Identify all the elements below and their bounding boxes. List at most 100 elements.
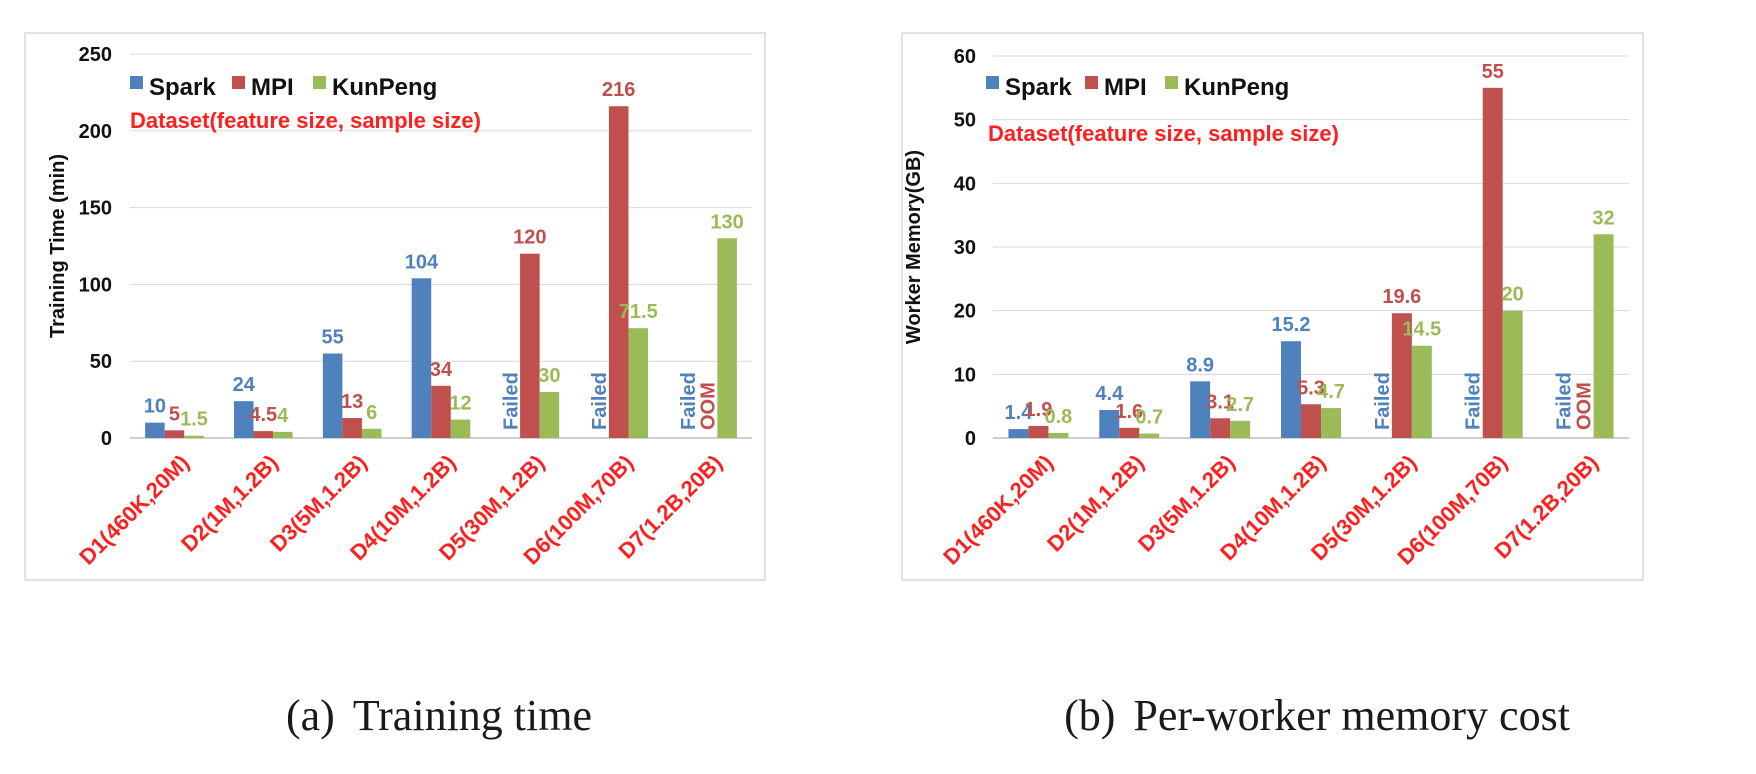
data-label: 10	[144, 396, 166, 418]
data-label: 1.6	[1115, 401, 1143, 423]
y-tick-label: 250	[79, 44, 112, 66]
bar-kunpeng	[717, 238, 737, 438]
data-label: 4.4	[1095, 383, 1124, 405]
failure-annotation: Failed	[1372, 372, 1394, 430]
y-tick-label: 40	[954, 173, 976, 195]
legend-swatch	[313, 76, 326, 89]
legend-label: KunPeng	[1184, 74, 1289, 101]
legend-label: Spark	[149, 74, 216, 101]
legend-swatch	[130, 76, 143, 89]
chart-frame	[24, 32, 766, 581]
failure-annotation: OOM	[1574, 382, 1596, 430]
y-tick-label: 10	[954, 364, 976, 386]
data-label: 4.5	[249, 404, 277, 426]
training-time-panel: 0 50 100 150 200 250 Training Time (min) 10 5 1.5…	[24, 32, 766, 740]
data-label: 34	[430, 359, 453, 381]
dataset-note: Dataset(feature size, sample size)	[130, 108, 481, 133]
bar-mpi	[1210, 418, 1231, 438]
y-tick-label: 50	[90, 351, 112, 373]
data-label: 3.1	[1206, 391, 1234, 413]
data-label: 14.5	[1402, 319, 1441, 341]
bar-mpi	[1391, 313, 1412, 438]
failure-annotation: Failed	[589, 372, 611, 430]
data-label: 30	[538, 365, 560, 387]
bar-spark	[1281, 341, 1302, 438]
data-label: 4.7	[1317, 381, 1345, 403]
bar-spark	[1008, 429, 1029, 438]
y-tick-label: 0	[965, 428, 976, 450]
data-label: 1.4	[1005, 402, 1034, 424]
data-label: 13	[341, 391, 363, 413]
legend-swatch	[1165, 76, 1178, 89]
data-label: 0.7	[1135, 407, 1163, 429]
bar-kunpeng	[539, 391, 560, 438]
data-label: 32	[1592, 207, 1614, 229]
bar-mpi	[608, 106, 629, 438]
y-tick-label: 0	[101, 428, 112, 450]
bar-kunpeng	[1411, 345, 1432, 438]
bar-mpi	[342, 418, 362, 438]
data-label: 15.2	[1272, 314, 1311, 336]
failure-annotation: OOM	[698, 382, 720, 430]
dataset-note: Dataset(feature size, sample size)	[988, 121, 1339, 146]
y-axis-label: Training Time (min)	[47, 154, 69, 338]
legend-label: MPI	[251, 74, 294, 101]
data-label: 12	[449, 393, 471, 415]
bar-mpi	[164, 430, 185, 438]
failure-annotation: Failed	[1463, 372, 1485, 430]
legend-label: Spark	[1005, 74, 1072, 101]
data-label: 104	[405, 251, 439, 273]
data-label: 130	[710, 211, 743, 233]
bar-mpi	[1119, 427, 1140, 438]
bar-kunpeng	[1320, 408, 1341, 438]
data-label: 1.9	[1025, 399, 1053, 421]
data-label: 5	[169, 403, 180, 425]
y-tick-label: 30	[954, 237, 976, 259]
bar-kunpeng	[1593, 234, 1614, 438]
legend-swatch	[986, 76, 999, 89]
bar-kunpeng	[1139, 433, 1160, 438]
y-tick-label: 60	[954, 46, 976, 68]
y-tick-label: 200	[79, 121, 112, 143]
bar-kunpeng	[628, 328, 649, 438]
failure-annotation: Failed	[500, 372, 522, 430]
data-label: 5.3	[1297, 377, 1325, 399]
bar-mpi	[1301, 404, 1321, 438]
failure-annotation: Failed	[1554, 372, 1576, 430]
caption-label: (b)	[1064, 691, 1116, 740]
y-tick-label: 20	[954, 301, 976, 323]
bar-mpi	[431, 385, 451, 438]
bar-kunpeng	[273, 431, 293, 438]
data-label: 24	[233, 374, 256, 396]
legend-swatch	[232, 76, 245, 89]
bar-kunpeng	[184, 435, 204, 438]
legend-label: MPI	[1104, 74, 1147, 101]
bar-spark	[322, 353, 343, 438]
legend-swatch	[1085, 76, 1098, 89]
bar-spark	[145, 422, 165, 438]
memory-cost-panel: 0 10 20 30 40 50 60 Worker Memory(GB) 1.4 1.9 0.8 D…	[878, 0, 1756, 774]
memory-cost-chart: 0 10 20 30 40 50 60 Worker Memory(GB) 1.41.90.8 D…	[901, 32, 1644, 581]
bar-spark	[1190, 381, 1211, 438]
data-label: 55	[1482, 61, 1504, 83]
data-label: 120	[513, 227, 546, 249]
data-label: 1.5	[180, 409, 208, 431]
bar-spark	[233, 401, 254, 438]
chart-frame	[901, 32, 1644, 581]
y-axis-label: Worker Memory(GB)	[903, 150, 925, 344]
caption-text: Per-worker memory cost	[1133, 691, 1570, 740]
bar-kunpeng	[361, 428, 382, 438]
bar-spark	[1099, 409, 1120, 438]
data-label: 2.7	[1226, 394, 1254, 416]
data-label: 0.8	[1045, 406, 1073, 428]
bar-mpi	[1028, 425, 1049, 438]
bar-mpi	[253, 431, 274, 438]
bar-kunpeng	[1048, 432, 1069, 438]
data-label: 19.6	[1382, 286, 1421, 308]
training-time-chart: 0 50 100 150 200 250 Training Time (min) 10 5 1.5…	[24, 32, 766, 581]
memory-cost-caption: (b) Per-worker memory cost	[878, 690, 1756, 741]
bar-kunpeng	[450, 419, 471, 438]
data-label: 55	[321, 327, 343, 349]
data-label: 6	[366, 402, 377, 424]
data-label: 4	[277, 405, 289, 427]
